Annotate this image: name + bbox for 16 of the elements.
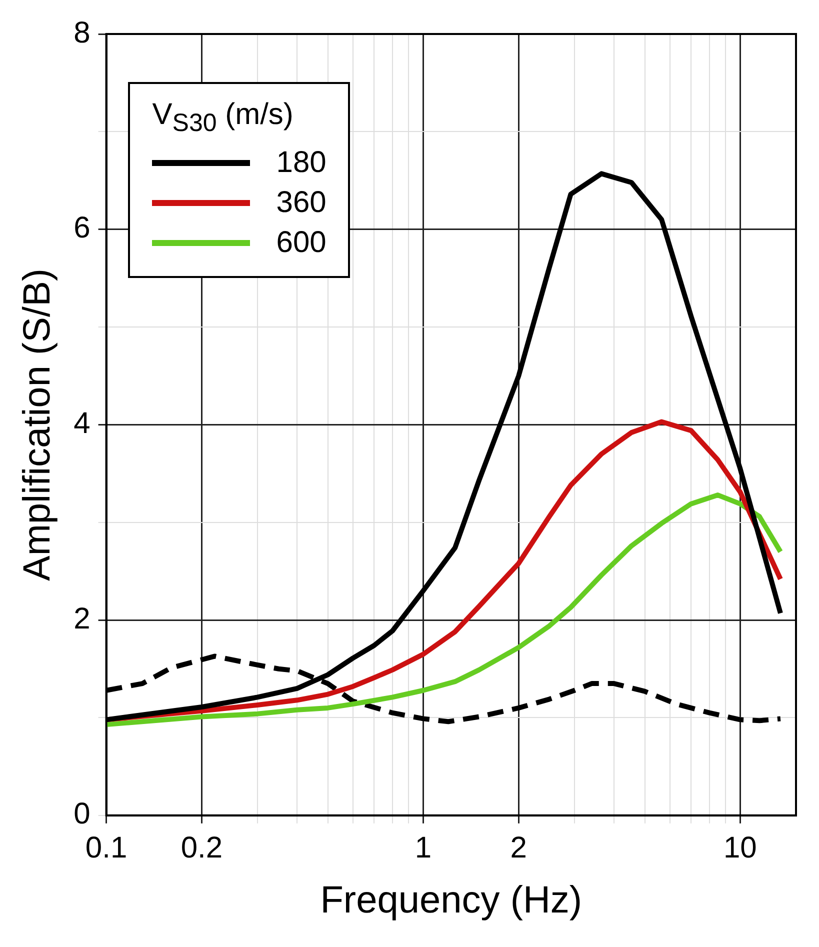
- x-tick-label: 2: [510, 832, 527, 865]
- x-tick-label: 1: [414, 832, 432, 865]
- x-tick-label: 0.2: [180, 832, 223, 865]
- legend-label: 360: [276, 186, 326, 220]
- x-tick-label: 10: [724, 832, 757, 865]
- y-axis-title: Amplification (S/B): [16, 268, 58, 581]
- y-tick-label: 0: [74, 798, 90, 831]
- y-tick-label: 6: [74, 212, 90, 245]
- y-tick-label: 2: [74, 602, 90, 636]
- legend-label: 600: [276, 226, 326, 260]
- legend-label: 180: [276, 146, 326, 180]
- y-tick-label: 4: [74, 406, 90, 440]
- y-tick-label: 8: [74, 16, 90, 50]
- x-tick-label: 0.1: [85, 832, 128, 865]
- x-axis-title: Frequency (Hz): [320, 880, 582, 922]
- legend-title: V$_{S30}$ (m/s): [152, 98, 294, 138]
